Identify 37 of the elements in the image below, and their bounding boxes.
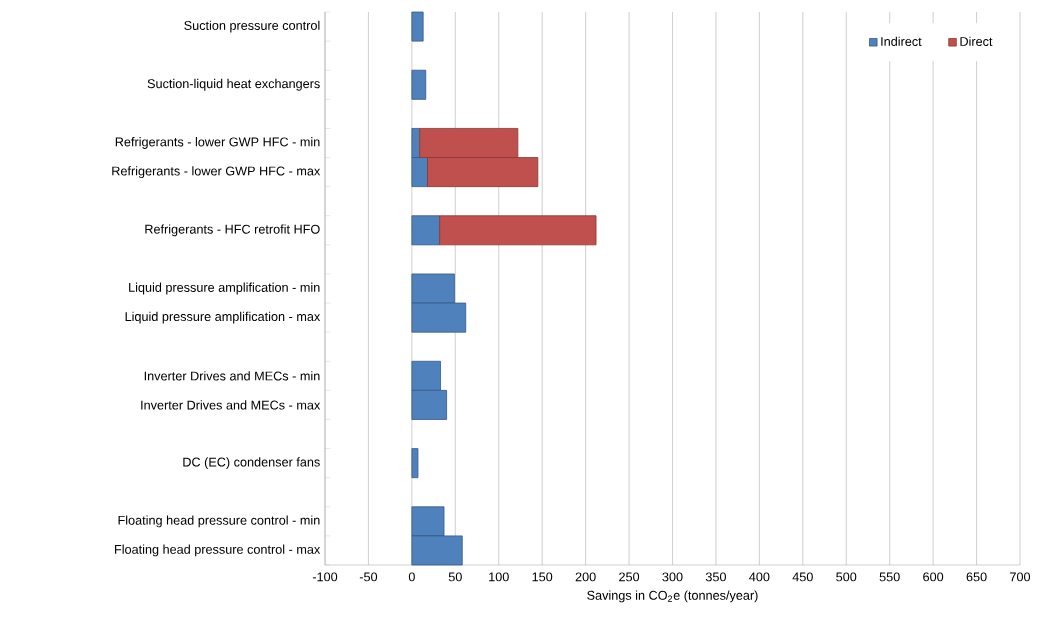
x-tick-label: 250 (619, 572, 640, 582)
x-tick-label: 150 (532, 572, 553, 582)
y-tick-label: Floating head pressure control - max (115, 544, 321, 557)
y-tick-label: Suction-liquid heat exchangers (147, 78, 320, 91)
bar (439, 215, 597, 246)
y-tick-label: Inverter Drives and MECs - min (144, 371, 320, 381)
x-tick-label: -100 (312, 572, 338, 582)
x-tick-label: -50 (359, 572, 378, 582)
y-tick-label: Liquid pressure amplification - max (125, 311, 321, 324)
y-tick-label: Floating head pressure control - min (118, 515, 320, 528)
bar (411, 215, 441, 246)
y-tick-label: Liquid pressure amplification - min (129, 282, 320, 295)
y-tick-label: Refrigerants - lower GWP HFC - max (112, 166, 321, 178)
y-tick-label: DC (EC) condenser fans (183, 457, 320, 470)
x-axis-title: Savings in CO$_{2}$e (tonnes/year) (587, 590, 758, 603)
x-tick-label: 350 (705, 572, 726, 582)
y-tick-label: Refrigerants - HFC retrofit HFO (145, 224, 320, 237)
x-tick-label: 400 (749, 572, 770, 582)
x-tick-label: 300 (662, 572, 683, 582)
x-tick-label: 650 (966, 572, 987, 582)
x-tick-label: 0 (408, 572, 415, 582)
x-tick-label: 100 (489, 572, 509, 582)
y-tick-label: Refrigerants - lower GWP HFC - min (115, 137, 320, 149)
bar (411, 11, 424, 42)
x-tick-label: 500 (836, 572, 857, 582)
y-tick-label: Inverter Drives and MECs - max (141, 400, 321, 410)
x-tick-label: 50 (448, 572, 462, 582)
x-tick-label: 550 (879, 572, 900, 582)
legend-label: Indirect (881, 36, 922, 46)
bar (411, 69, 427, 100)
legend-label: Direct (960, 36, 993, 46)
bar (411, 448, 419, 479)
x-tick-label: 450 (792, 572, 813, 582)
y-tick-label: Suction pressure control (184, 20, 320, 33)
x-tick-label: 600 (923, 572, 944, 582)
x-tick-label: 200 (575, 572, 596, 582)
x-tick-label: 700 (1010, 572, 1031, 582)
